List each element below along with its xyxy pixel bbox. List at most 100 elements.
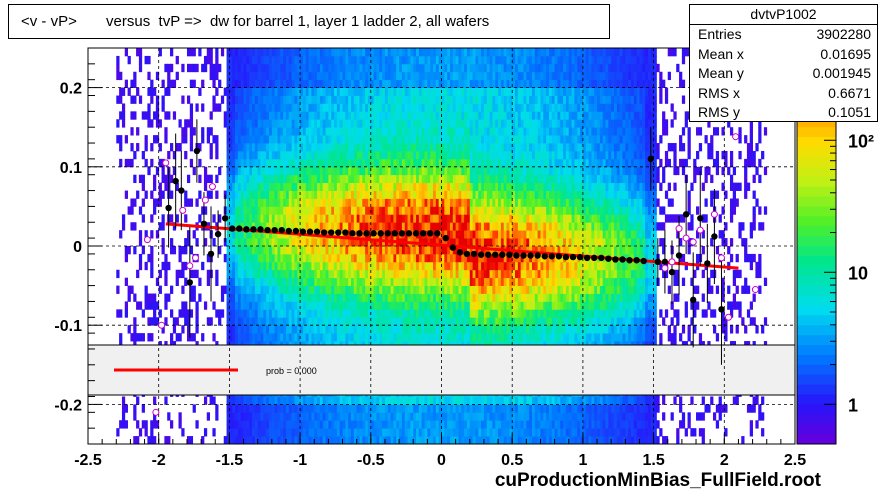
density-cell	[353, 55, 358, 65]
density-cell	[260, 63, 264, 73]
density-cell	[348, 436, 352, 445]
density-cell	[469, 238, 474, 247]
density-cell	[348, 79, 352, 88]
density-cell	[260, 71, 264, 81]
density-cell	[280, 317, 284, 326]
density-cell	[266, 158, 270, 168]
density-cell	[232, 95, 236, 104]
density-cell	[294, 55, 298, 65]
density-cell	[280, 206, 284, 215]
density-cell	[387, 277, 391, 286]
density-cell	[455, 428, 459, 437]
density-cell	[209, 190, 213, 199]
density-cell	[367, 190, 372, 199]
density-cell	[235, 230, 239, 239]
density-cell	[288, 317, 293, 326]
density-cell	[461, 119, 465, 128]
density-cell	[353, 79, 358, 88]
density-cell	[407, 261, 411, 271]
density-cell	[271, 222, 276, 231]
density-cell	[399, 190, 403, 199]
density-cell	[302, 222, 307, 231]
density-cell	[413, 198, 417, 207]
density-cell	[399, 135, 403, 144]
density-cell	[472, 71, 476, 81]
density-cell	[356, 396, 360, 405]
density-cell	[438, 412, 442, 421]
density-cell	[444, 436, 448, 445]
density-cell	[410, 293, 414, 302]
density-cell	[322, 198, 326, 207]
density-cell	[254, 253, 259, 263]
density-cell	[362, 182, 366, 191]
density-cell	[410, 428, 414, 437]
density-cell	[444, 55, 448, 65]
density-cell	[365, 103, 369, 112]
density-cell	[418, 436, 423, 445]
density-cell	[416, 222, 420, 231]
density-cell	[342, 269, 346, 279]
density-cell	[155, 135, 160, 144]
density-cell	[401, 325, 406, 334]
density-cell	[351, 166, 355, 176]
density-cell	[314, 182, 318, 191]
density-cell	[243, 436, 247, 445]
density-cell	[421, 301, 425, 310]
density-cell	[362, 301, 366, 310]
density-cell	[407, 174, 411, 184]
density-cell	[410, 55, 414, 65]
density-cell	[308, 135, 312, 144]
density-cell	[353, 412, 358, 421]
density-cell	[379, 158, 383, 168]
density-cell	[469, 436, 474, 445]
density-cell	[300, 63, 304, 73]
density-cell	[464, 79, 468, 88]
density-cell	[438, 55, 442, 65]
density-cell	[458, 436, 462, 445]
density-cell	[390, 404, 394, 413]
density-cell	[447, 150, 451, 160]
density-cell	[447, 436, 451, 445]
density-cell	[410, 174, 414, 184]
density-cell	[404, 135, 408, 144]
density-cell	[401, 87, 406, 96]
density-cell	[384, 309, 389, 318]
density-cell	[401, 166, 406, 176]
density-cell	[288, 428, 293, 437]
density-cell	[407, 182, 411, 191]
density-cell	[376, 325, 380, 334]
density-cell	[418, 119, 423, 128]
density-cell	[268, 127, 273, 136]
density-cell	[418, 174, 423, 184]
density-cell	[475, 325, 479, 334]
density-cell	[274, 222, 278, 231]
density-cell	[300, 95, 304, 104]
density-cell	[246, 166, 250, 176]
density-cell	[396, 404, 400, 413]
density-cell	[133, 71, 137, 81]
density-cell	[300, 238, 304, 247]
density-cell	[302, 285, 307, 294]
density-cell	[322, 325, 326, 334]
density-cell	[291, 127, 295, 136]
density-cell	[441, 325, 445, 334]
density-cell	[271, 48, 276, 57]
density-cell	[404, 253, 408, 263]
density-cell	[263, 238, 267, 247]
density-cell	[387, 103, 391, 112]
density-cell	[435, 293, 440, 302]
density-cell	[235, 436, 239, 445]
density-cell	[444, 412, 448, 421]
density-cell	[150, 119, 154, 128]
density-cell	[413, 150, 417, 160]
density-cell	[393, 143, 397, 152]
density-cell	[433, 71, 437, 81]
density-cell	[413, 285, 417, 294]
density-cell	[475, 214, 479, 223]
density-cell	[150, 261, 154, 271]
density-cell	[373, 206, 377, 215]
density-cell	[370, 190, 375, 199]
density-cell	[155, 95, 160, 104]
density-cell	[153, 293, 157, 302]
density-cell	[469, 87, 474, 96]
